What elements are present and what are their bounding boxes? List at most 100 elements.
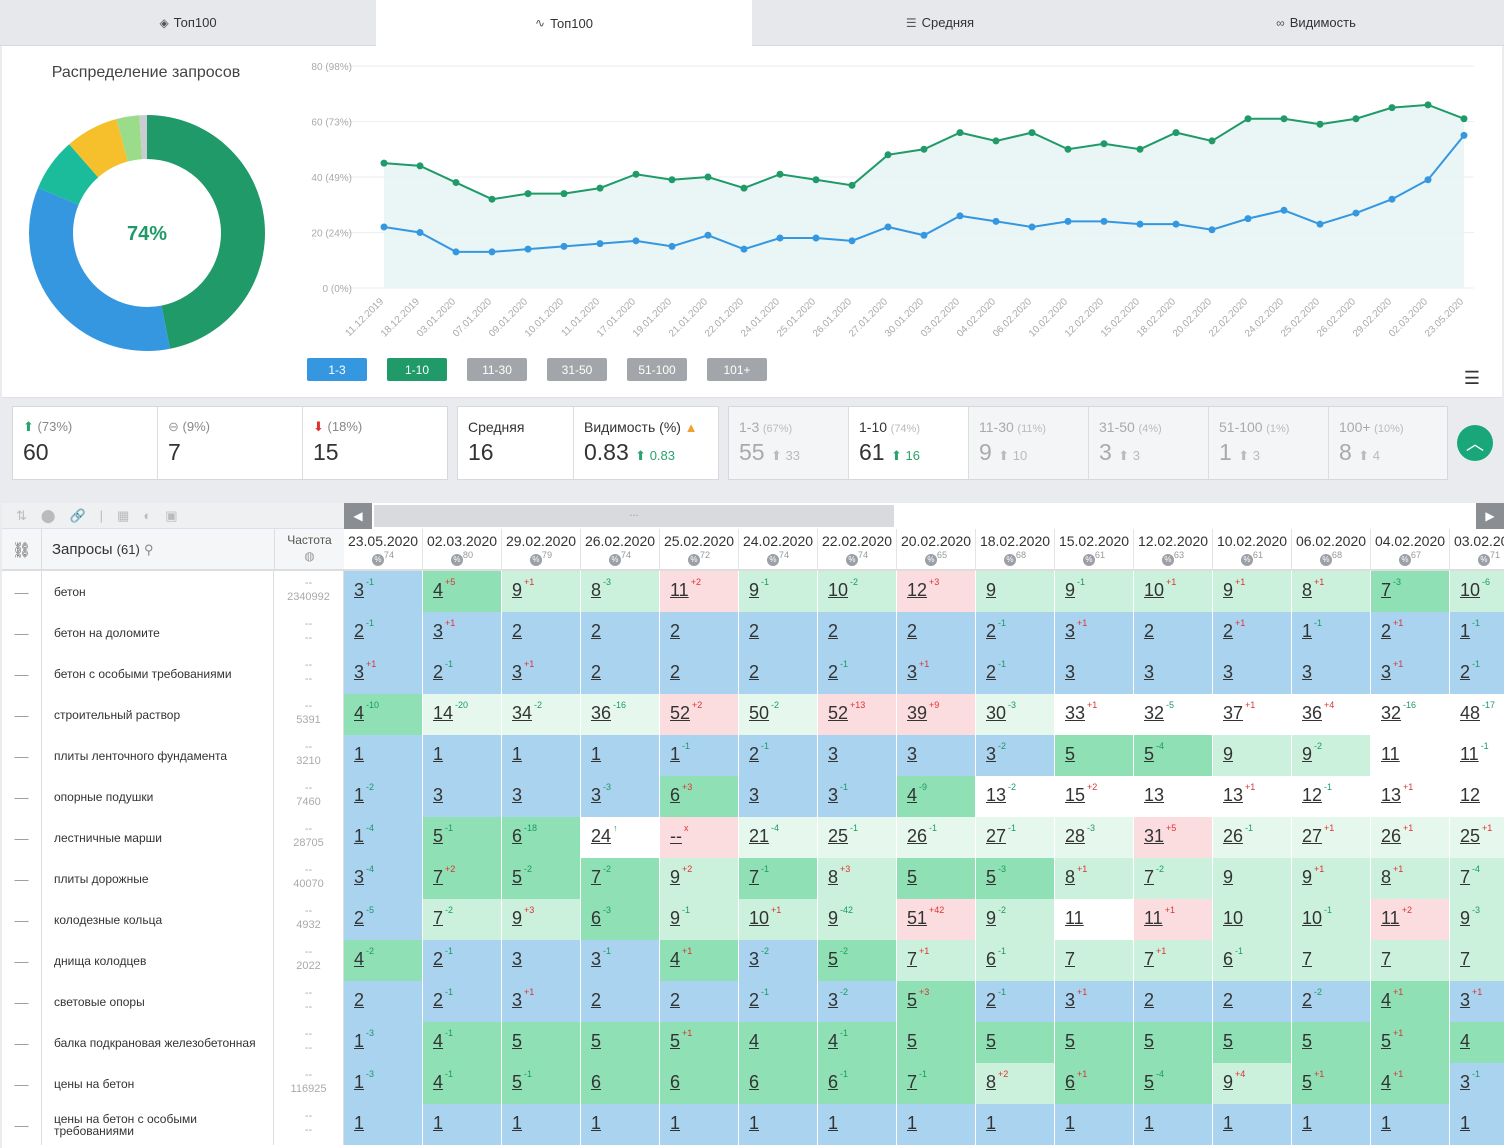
position-cell[interactable]: 2 -1 (739, 735, 818, 776)
position-cell[interactable]: 2 -1 (1450, 653, 1504, 694)
range-button-51-100[interactable]: 51-100 (627, 358, 687, 381)
position-cell[interactable]: 3 -1 (1450, 1063, 1504, 1104)
position-cell[interactable]: 2 +1 (1371, 612, 1450, 653)
position-cell[interactable]: 2 (739, 653, 818, 694)
data-point[interactable] (992, 217, 1000, 225)
position-cell[interactable]: 2 (660, 981, 739, 1022)
query-name[interactable]: плиты дорожные (42, 858, 274, 899)
position-cell[interactable]: 12 +3 (897, 571, 976, 612)
position-cell[interactable]: 33 +1 (1055, 694, 1134, 735)
position-cell[interactable]: 1 (1134, 1104, 1213, 1145)
position-cell[interactable]: 6 (581, 1063, 660, 1104)
data-point[interactable] (740, 245, 748, 253)
data-point[interactable] (1172, 129, 1180, 137)
data-point[interactable] (1244, 215, 1252, 223)
date-column-header[interactable]: 12.02.2020% 63 (1134, 529, 1213, 571)
row-handle-icon[interactable]: — (2, 776, 42, 817)
data-point[interactable] (524, 190, 532, 198)
position-cell[interactable]: 12 (1450, 776, 1504, 817)
hamburger-menu-icon[interactable]: ☰ (1463, 368, 1480, 388)
position-cell[interactable]: 1 (818, 1104, 897, 1145)
data-point[interactable] (884, 151, 892, 159)
position-cell[interactable]: 9 +1 (1292, 858, 1371, 899)
position-cell[interactable]: 6 -18 (502, 817, 581, 858)
data-point[interactable] (1136, 145, 1144, 153)
position-cell[interactable]: 5 (502, 1022, 581, 1063)
data-point[interactable] (1352, 115, 1360, 123)
query-name[interactable]: бетон (42, 571, 274, 612)
query-name[interactable]: колодезные кольца (42, 899, 274, 940)
data-point[interactable] (1100, 217, 1108, 225)
position-cell[interactable]: 9 +3 (502, 899, 581, 940)
position-cell[interactable]: 5 (976, 1022, 1055, 1063)
date-column-header[interactable]: 10.02.2020% 61 (1213, 529, 1292, 571)
donut-segment-101+[interactable] (139, 115, 147, 160)
position-cell[interactable]: 2 -1 (344, 612, 423, 653)
position-cell[interactable]: 2 -1 (818, 653, 897, 694)
date-column-header[interactable]: 22.02.2020% 74 (818, 529, 897, 571)
data-point[interactable] (1316, 120, 1324, 128)
data-point[interactable] (380, 223, 388, 231)
position-cell[interactable]: 5 (581, 1022, 660, 1063)
position-cell[interactable]: 4 -2 (344, 940, 423, 981)
position-cell[interactable]: 27 +1 (1292, 817, 1371, 858)
position-cell[interactable]: 1 -1 (1292, 612, 1371, 653)
data-point[interactable] (920, 231, 928, 239)
position-cell[interactable]: 5 +1 (660, 1022, 739, 1063)
row-handle-icon[interactable]: — (2, 1022, 42, 1063)
query-name[interactable]: плиты ленточного фундамента (42, 735, 274, 776)
data-point[interactable] (1028, 223, 1036, 231)
position-cell[interactable]: 2 (581, 612, 660, 653)
position-cell[interactable]: 36 -16 (581, 694, 660, 735)
row-handle-icon[interactable]: — (2, 1104, 42, 1145)
position-cell[interactable]: 9 -42 (818, 899, 897, 940)
position-cell[interactable]: 3 -1 (818, 776, 897, 817)
position-cell[interactable]: 5 +1 (1292, 1063, 1371, 1104)
position-cell[interactable]: 1 (660, 1104, 739, 1145)
position-cell[interactable]: 2 (581, 653, 660, 694)
position-cell[interactable]: 7 (1450, 940, 1504, 981)
range-button-31-50[interactable]: 31-50 (547, 358, 607, 381)
query-name[interactable]: опорные подушки (42, 776, 274, 817)
position-cell[interactable]: 3 +1 (1371, 653, 1450, 694)
position-cell[interactable]: 4 +5 (423, 571, 502, 612)
position-cell[interactable]: 9 -3 (1450, 899, 1504, 940)
position-cell[interactable]: 6 -1 (976, 940, 1055, 981)
date-column-header[interactable]: 24.02.2020% 74 (739, 529, 818, 571)
position-cell[interactable]: 6 +1 (1055, 1063, 1134, 1104)
position-cell[interactable]: 6 -1 (818, 1063, 897, 1104)
position-cell[interactable]: 48 -17 (1450, 694, 1504, 735)
data-point[interactable] (992, 137, 1000, 145)
position-cell[interactable]: 5 -2 (502, 858, 581, 899)
data-point[interactable] (812, 176, 820, 184)
scroll-up-button[interactable]: ︿ (1457, 425, 1493, 461)
position-cell[interactable]: 5 -4 (1134, 1063, 1213, 1104)
tab-top100-chart[interactable]: ∿ Топ100 (376, 0, 752, 46)
query-name[interactable]: цены на бетон (42, 1063, 274, 1104)
position-cell[interactable]: 3 (1213, 653, 1292, 694)
data-point[interactable] (1172, 220, 1180, 228)
position-cell[interactable]: 1 -4 (344, 817, 423, 858)
position-cell[interactable]: 15 +2 (1055, 776, 1134, 817)
position-cell[interactable]: 7 (1292, 940, 1371, 981)
data-point[interactable] (560, 242, 568, 250)
data-point[interactable] (1064, 217, 1072, 225)
position-cell[interactable]: 2 -1 (423, 940, 502, 981)
position-cell[interactable]: 2 (502, 612, 581, 653)
position-cell[interactable]: 3 -4 (344, 858, 423, 899)
range-button-1-10[interactable]: 1-10 (387, 358, 447, 381)
position-cell[interactable]: 9 +1 (502, 571, 581, 612)
position-cell[interactable]: 2 (1134, 612, 1213, 653)
tab-average[interactable]: ☰ Средняя (752, 0, 1128, 46)
data-point[interactable] (848, 181, 856, 189)
position-cell[interactable]: 8 +1 (1292, 571, 1371, 612)
position-cell[interactable]: 9 -1 (739, 571, 818, 612)
position-cell[interactable]: 4 +1 (1371, 981, 1450, 1022)
position-cell[interactable]: 2 -1 (739, 981, 818, 1022)
position-cell[interactable]: 6 (660, 1063, 739, 1104)
position-cell[interactable]: 7 -2 (1134, 858, 1213, 899)
position-cell[interactable]: 1 -1 (660, 735, 739, 776)
range-stat-1-10[interactable]: 1-10 (74%) 61 ⬆ 16 (849, 407, 969, 479)
position-cell[interactable]: 1 -3 (344, 1063, 423, 1104)
date-column-header[interactable]: 20.02.2020% 65 (897, 529, 976, 571)
